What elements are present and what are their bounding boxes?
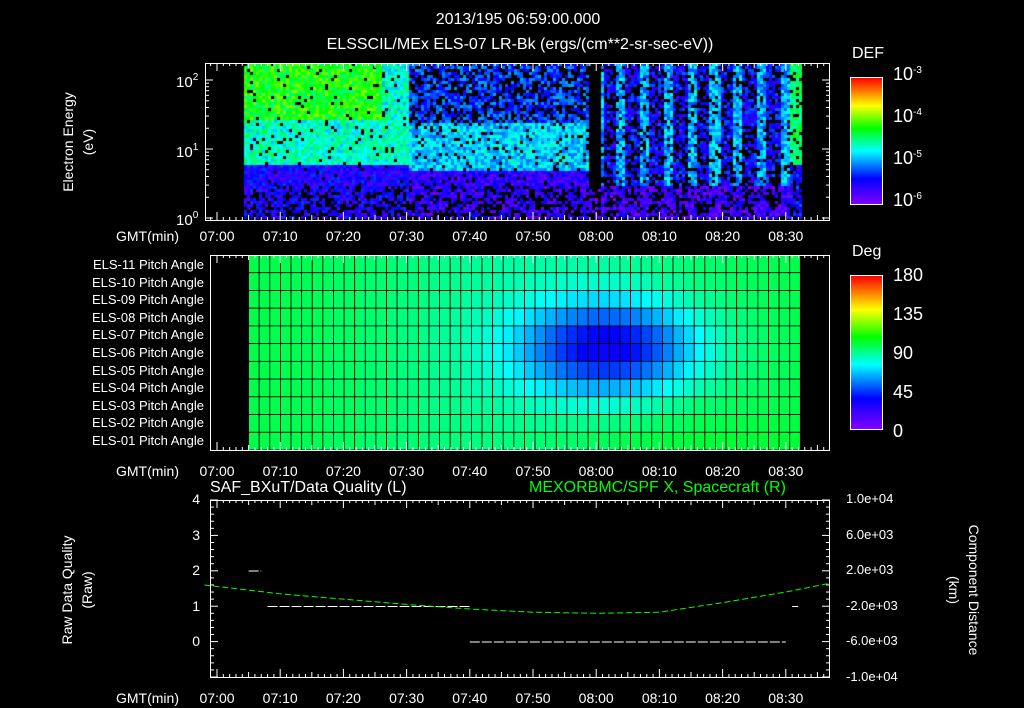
time-tick-label: 07:30 bbox=[389, 228, 425, 244]
power-exp: -5 bbox=[913, 149, 922, 160]
quality-title: SAF_BXuT/Data Quality (L) bbox=[210, 479, 407, 496]
colorbar-def-label: 10-6 bbox=[893, 190, 922, 211]
time-tick-label: 07:20 bbox=[325, 690, 361, 706]
time-tick-label: 08:10 bbox=[641, 228, 677, 244]
pitch-angle-row-label: ELS-02 Pitch Angle bbox=[91, 415, 204, 431]
time-tick-label: 08:10 bbox=[641, 690, 677, 706]
quality-tick-label: 4 bbox=[192, 491, 200, 507]
spectrogram-frame bbox=[205, 63, 830, 221]
pitch-angle-row-label: ELS-04 Pitch Angle bbox=[91, 380, 204, 396]
time-tick-label: 07:00 bbox=[199, 690, 235, 706]
colorbar-def-label: 10-3 bbox=[893, 64, 922, 85]
distance-tick-label: -2.0e+03 bbox=[846, 597, 898, 613]
plot-datetime: 2013/195 06:59:00.000 bbox=[435, 11, 601, 28]
time-tick-label: 08:00 bbox=[578, 463, 614, 479]
power-exp: 0 bbox=[192, 210, 199, 221]
colorbar-deg-label: 0 bbox=[893, 421, 904, 441]
time-tick-label: 07:10 bbox=[262, 463, 298, 479]
time-tick-label: 07:30 bbox=[389, 463, 425, 479]
distance-tick-label: -6.0e+03 bbox=[846, 633, 898, 648]
pitch-angle-row-label: ELS-10 Pitch Angle bbox=[91, 274, 204, 290]
time-tick-label: 07:10 bbox=[262, 690, 298, 706]
power-base: 10 bbox=[893, 64, 914, 84]
time-tick-label: 08:00 bbox=[578, 228, 614, 244]
time-tick-label: 07:50 bbox=[515, 228, 551, 244]
energy-tick-label: 101 bbox=[176, 142, 198, 161]
energy-tick-label: 100 bbox=[176, 210, 198, 229]
distance-tick-label: 6.0e+03 bbox=[846, 526, 894, 542]
time-tick-label: 07:20 bbox=[325, 463, 361, 479]
distance-line bbox=[204, 582, 831, 614]
time-tick-label: 07:00 bbox=[199, 228, 235, 244]
power-exp: -6 bbox=[913, 191, 922, 202]
colorbar-deg-label: 180 bbox=[893, 265, 924, 285]
time-tick-label: 07:40 bbox=[452, 463, 488, 479]
time-tick-label: 07:40 bbox=[452, 690, 488, 706]
power-base: 10 bbox=[176, 74, 193, 91]
electron-spectrogram bbox=[205, 63, 830, 220]
time-tick-label: 07:10 bbox=[262, 228, 298, 244]
colorbar-def bbox=[850, 77, 883, 205]
distance-tick-label: -1.0e+04 bbox=[846, 668, 898, 684]
quality-tick-label: 0 bbox=[192, 633, 200, 649]
colorbar-deg-label: 45 bbox=[893, 382, 914, 402]
colorbar-def-label: 10-5 bbox=[893, 148, 922, 169]
colorbar-deg-label: 90 bbox=[893, 343, 914, 363]
time-tick-label: 07:50 bbox=[515, 463, 551, 479]
pitch-angle-row-label: ELS-01 Pitch Angle bbox=[91, 433, 204, 448]
time-tick-label: 08:30 bbox=[768, 463, 804, 479]
pitch-angle-row-label: ELS-11 Pitch Angle bbox=[92, 257, 204, 272]
distance-tick-label: 1.0e+04 bbox=[846, 491, 894, 506]
gmt-label: GMT(min) bbox=[116, 228, 179, 244]
pitch-angle-row-label: ELS-06 Pitch Angle bbox=[91, 345, 204, 360]
time-tick-label: 08:30 bbox=[768, 690, 804, 706]
time-tick-label: 07:40 bbox=[452, 228, 488, 244]
pitch-angle-row-label: ELS-09 Pitch Angle bbox=[91, 292, 204, 308]
time-tick-label: 07:30 bbox=[389, 690, 425, 706]
power-exp: -4 bbox=[913, 107, 922, 118]
colorbar-deg bbox=[850, 275, 883, 430]
time-tick-label: 08:00 bbox=[578, 690, 614, 706]
time-tick-label: 08:10 bbox=[641, 463, 677, 479]
quality-tick-label: 2 bbox=[192, 562, 200, 578]
time-tick-label: 07:50 bbox=[515, 690, 551, 706]
plot-title: ELSSCIL/MEx ELS-07 LR-Bk (ergs/(cm**2-sr… bbox=[326, 36, 714, 53]
power-base: 10 bbox=[893, 190, 914, 210]
distance-tick-label: 2.0e+03 bbox=[846, 562, 894, 577]
gmt-label: GMT(min) bbox=[116, 690, 179, 706]
energy-tick-label: 102 bbox=[176, 72, 198, 91]
colorbar-def-title: DEF bbox=[852, 45, 884, 62]
colorbar-def-label: 10-4 bbox=[893, 106, 922, 127]
pitch-angle-cell bbox=[789, 431, 801, 451]
pitch-angle-grid bbox=[248, 254, 801, 451]
power-base: 10 bbox=[893, 148, 914, 168]
power-exp: 1 bbox=[192, 142, 199, 153]
time-tick-label: 08:30 bbox=[768, 228, 804, 244]
colorbar-deg-label: 135 bbox=[893, 304, 924, 324]
power-base: 10 bbox=[176, 212, 193, 229]
time-tick-label: 07:00 bbox=[199, 463, 235, 479]
pitch-angle-row-label: ELS-08 Pitch Angle bbox=[91, 309, 204, 325]
time-tick-label: 08:20 bbox=[705, 463, 741, 479]
time-tick-label: 08:20 bbox=[705, 228, 741, 244]
power-exp: 2 bbox=[192, 72, 199, 83]
pitch-angle-row-label: ELS-05 Pitch Angle bbox=[91, 362, 204, 378]
gmt-label: GMT(min) bbox=[116, 463, 179, 479]
power-exp: -3 bbox=[913, 65, 922, 76]
quality-tick-label: 3 bbox=[192, 526, 200, 543]
power-base: 10 bbox=[176, 144, 193, 161]
pitch-angle-row-label: ELS-03 Pitch Angle bbox=[91, 397, 204, 413]
distance-title: MEXORBMC/SPF X, Spacecraft (R) bbox=[529, 479, 786, 496]
pitch-angle-row-label: ELS-07 Pitch Angle bbox=[91, 327, 204, 343]
pitch-angle-panel bbox=[210, 254, 830, 451]
colorbar-deg-title: Deg bbox=[852, 243, 882, 260]
quality-tick-label: 1 bbox=[192, 597, 200, 614]
time-tick-label: 08:20 bbox=[705, 690, 741, 706]
time-tick-label: 07:20 bbox=[325, 228, 361, 244]
power-base: 10 bbox=[893, 106, 914, 126]
